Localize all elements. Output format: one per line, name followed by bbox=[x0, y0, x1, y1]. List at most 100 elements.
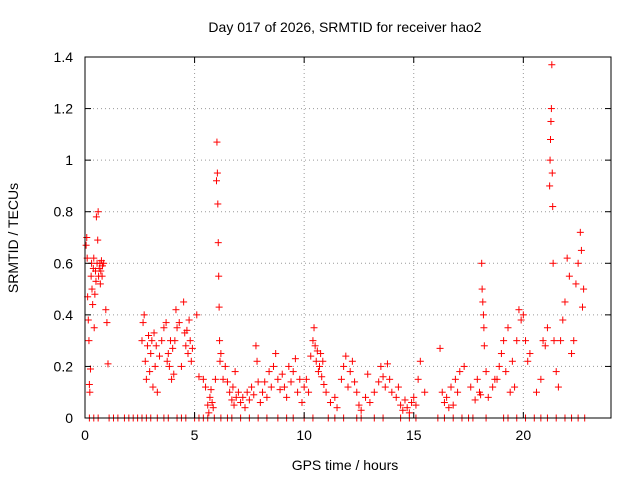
data-point bbox=[547, 136, 555, 144]
data-point bbox=[479, 311, 487, 319]
data-point bbox=[298, 399, 306, 407]
data-point bbox=[397, 401, 405, 409]
data-point bbox=[207, 386, 215, 394]
data-point bbox=[213, 138, 221, 146]
data-point bbox=[186, 337, 194, 345]
data-point bbox=[169, 344, 177, 352]
data-point bbox=[311, 342, 319, 350]
data-point bbox=[348, 357, 356, 365]
data-point bbox=[239, 393, 247, 401]
data-point bbox=[522, 337, 530, 345]
data-point bbox=[267, 383, 275, 391]
data-point bbox=[317, 350, 325, 358]
data-point bbox=[370, 388, 378, 396]
data-point bbox=[563, 254, 571, 262]
data-point bbox=[195, 373, 203, 381]
data-point bbox=[493, 375, 501, 383]
data-point bbox=[96, 280, 104, 288]
data-point bbox=[289, 368, 297, 376]
data-point bbox=[85, 380, 93, 388]
data-point bbox=[232, 393, 240, 401]
data-point bbox=[561, 298, 569, 306]
data-point bbox=[546, 156, 554, 164]
data-point bbox=[226, 388, 234, 396]
data-point bbox=[199, 375, 207, 383]
data-point bbox=[147, 350, 155, 358]
data-point bbox=[213, 169, 221, 177]
data-point bbox=[305, 388, 313, 396]
data-point bbox=[185, 316, 193, 324]
data-point bbox=[94, 208, 102, 216]
data-point bbox=[88, 285, 96, 293]
data-point bbox=[202, 383, 210, 391]
data-point bbox=[386, 375, 394, 383]
data-point bbox=[170, 370, 178, 378]
data-point bbox=[473, 375, 481, 383]
x-tick-label: 10 bbox=[296, 427, 312, 443]
data-point bbox=[183, 326, 191, 334]
y-tick-label: 0.6 bbox=[54, 255, 74, 271]
data-point bbox=[316, 362, 324, 370]
data-point bbox=[379, 373, 387, 381]
data-point bbox=[150, 329, 158, 337]
data-point bbox=[440, 399, 448, 407]
data-point bbox=[383, 360, 391, 368]
data-point bbox=[471, 396, 479, 404]
data-point bbox=[188, 344, 196, 352]
data-point bbox=[504, 324, 512, 332]
data-point bbox=[234, 388, 242, 396]
data-point bbox=[92, 277, 100, 285]
data-point bbox=[351, 378, 359, 386]
data-point bbox=[142, 375, 150, 383]
data-point bbox=[416, 357, 424, 365]
data-point bbox=[479, 298, 487, 306]
data-point bbox=[272, 350, 280, 358]
data-point bbox=[511, 383, 519, 391]
data-point bbox=[414, 375, 422, 383]
data-point bbox=[141, 357, 149, 365]
data-point bbox=[156, 352, 164, 360]
data-point bbox=[259, 388, 267, 396]
data-points bbox=[82, 61, 589, 422]
data-point bbox=[554, 383, 562, 391]
data-point bbox=[294, 388, 302, 396]
y-axis-label: SRMTID / TECUs bbox=[5, 183, 21, 293]
data-point bbox=[221, 362, 229, 370]
y-tick-label: 1.4 bbox=[54, 49, 74, 65]
data-point bbox=[326, 399, 334, 407]
data-point bbox=[547, 117, 555, 125]
data-point bbox=[83, 234, 91, 241]
data-point bbox=[248, 383, 256, 391]
data-point bbox=[497, 350, 505, 358]
data-point bbox=[353, 388, 361, 396]
data-point bbox=[274, 375, 282, 383]
data-point bbox=[565, 272, 573, 280]
data-point bbox=[256, 399, 264, 407]
data-point bbox=[209, 404, 217, 412]
data-point bbox=[250, 391, 258, 399]
data-point bbox=[285, 362, 293, 370]
data-point bbox=[502, 368, 510, 376]
axis-ticks: 0 5 10 15 20 0 0.2 0.4 0.6 0.8 1 1.2 1.4 bbox=[54, 49, 611, 443]
data-point bbox=[572, 280, 580, 288]
data-point bbox=[314, 368, 322, 376]
data-point bbox=[171, 337, 179, 345]
data-point bbox=[381, 383, 389, 391]
x-tick-label: 5 bbox=[191, 427, 199, 443]
chart-title: Day 017 of 2026, SRMTID for receiver hao… bbox=[208, 19, 481, 35]
data-point bbox=[309, 337, 317, 345]
data-point bbox=[152, 342, 160, 350]
data-point bbox=[172, 306, 180, 314]
data-point bbox=[436, 344, 444, 352]
x-tick-label: 15 bbox=[406, 427, 422, 443]
data-point bbox=[375, 378, 383, 386]
data-point bbox=[300, 383, 308, 391]
data-point bbox=[87, 272, 95, 280]
data-point bbox=[333, 404, 341, 412]
data-point bbox=[143, 342, 151, 350]
data-point bbox=[206, 393, 214, 401]
data-point bbox=[139, 319, 147, 327]
data-point bbox=[331, 393, 339, 401]
x-tick-label: 0 bbox=[81, 427, 89, 443]
